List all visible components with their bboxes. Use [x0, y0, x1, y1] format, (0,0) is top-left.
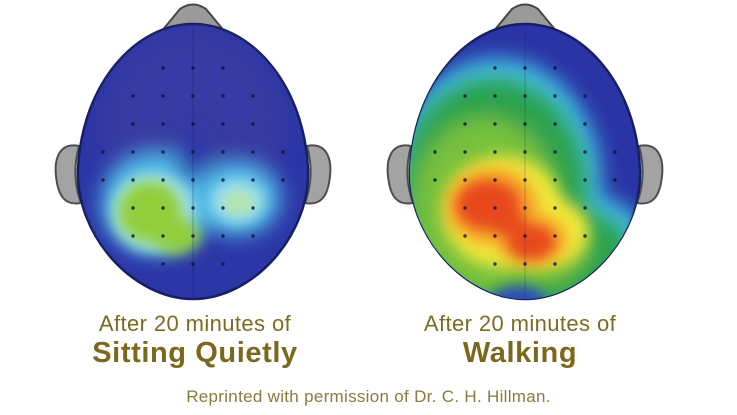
walking-caption-prefix: After 20 minutes of	[423, 311, 617, 336]
sitting-topomap-svg	[54, 3, 332, 301]
sitting-caption: After 20 minutes of Sitting Quietly	[20, 311, 370, 369]
walking-caption: After 20 minutes of Walking	[345, 311, 695, 369]
left-ear-shape	[54, 144, 83, 205]
walking-topomap-svg	[386, 3, 664, 301]
sitting-topomap	[53, 0, 333, 310]
walking-caption-title: Walking	[462, 337, 578, 369]
credit-line: Reprinted with permission of Dr. C. H. H…	[186, 387, 551, 406]
electrode-grid	[101, 66, 285, 266]
right-ear-shape	[303, 144, 332, 205]
electrode-grid	[433, 66, 617, 266]
activity-blobs	[409, 28, 641, 299]
walking-topomap	[385, 0, 665, 310]
sitting-caption-prefix: After 20 minutes of	[98, 311, 292, 336]
sitting-caption-title: Sitting Quietly	[92, 337, 298, 369]
activity-blobs	[101, 26, 285, 297]
right-ear-shape	[635, 144, 664, 205]
left-ear-shape	[386, 144, 415, 205]
